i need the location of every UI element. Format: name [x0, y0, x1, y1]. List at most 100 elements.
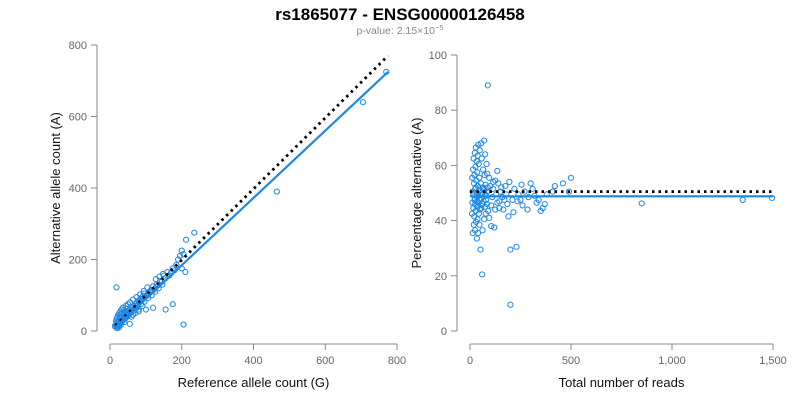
data-point: [169, 301, 176, 308]
data-point: [470, 221, 477, 228]
data-point: [159, 270, 167, 277]
y-axis-label: Alternative allele count (A): [48, 112, 63, 264]
data-point: [162, 306, 169, 313]
data-point: [490, 178, 497, 186]
data-point: [511, 185, 518, 192]
data-point: [482, 210, 489, 217]
data-point: [178, 247, 185, 254]
data-point: [509, 196, 516, 203]
data-point: [469, 174, 476, 181]
data-point: [478, 205, 485, 212]
p-value-exponent: −5: [435, 23, 444, 32]
data-point: [478, 155, 485, 162]
data-point: [273, 188, 280, 195]
data-point: [126, 320, 133, 327]
data-point: [502, 183, 509, 190]
data-point: [504, 200, 511, 208]
data-point: [176, 252, 184, 260]
data-point: [514, 198, 521, 205]
figure-subtitle: p-value: 2.15×10−5: [356, 23, 443, 38]
x-axis-label: Total number of reads: [559, 375, 685, 390]
data-point: [132, 310, 139, 317]
x-tick-label: 800: [388, 355, 406, 367]
x-tick-label: 0: [467, 355, 473, 367]
data-point: [486, 214, 493, 221]
data-point: [142, 306, 149, 313]
data-point: [513, 243, 520, 250]
data-point: [488, 202, 495, 209]
data-point: [496, 205, 503, 212]
percentage-alternative-scatter-chart: 0 20 40 60 80 100 0 500 1,000 1,500 Total number o…: [409, 50, 787, 390]
x-tick-label: 1,500: [759, 355, 787, 367]
data-point: [483, 160, 490, 168]
y-tick-label: 200: [69, 255, 87, 267]
y-tick-label: 0: [441, 326, 447, 338]
data-point: [541, 200, 548, 208]
data-point: [638, 200, 645, 207]
data-point: [182, 268, 189, 276]
data-point: [173, 261, 180, 268]
data-point: [551, 183, 558, 190]
x-tick-label: 400: [244, 355, 262, 367]
data-point: [521, 188, 528, 195]
data-point: [519, 202, 526, 209]
data-point: [180, 321, 187, 328]
data-point: [180, 251, 187, 258]
data-point: [481, 216, 488, 223]
data-point: [506, 178, 513, 186]
data-point: [500, 206, 507, 213]
data-point: [483, 200, 491, 208]
data-point: [498, 184, 505, 191]
data-point: [484, 82, 491, 89]
data-point: [469, 229, 476, 237]
data-point: [491, 224, 498, 231]
y-tick-label: 600: [69, 112, 87, 124]
x-tick-label: 1,000: [658, 355, 686, 367]
y-tick-label: 800: [69, 40, 87, 52]
y-tick-label: 0: [81, 326, 87, 338]
data-point: [191, 229, 198, 236]
data-point: [494, 167, 501, 175]
fit-line: [114, 71, 389, 329]
data-point: [468, 210, 476, 217]
expected-ratio-dotted-line: [114, 54, 390, 327]
x-axis-label: Reference allele count (G): [178, 375, 330, 390]
data-point: [739, 196, 746, 203]
figure-title: rs1865077 - ENSG00000126458: [275, 5, 525, 24]
data-point: [149, 304, 157, 311]
data-point: [182, 236, 190, 243]
data-point: [479, 227, 486, 234]
y-tick-label: 20: [435, 271, 447, 283]
data-point: [123, 305, 130, 312]
data-point: [113, 284, 120, 291]
data-point: [533, 199, 540, 206]
y-tick-label: 400: [69, 183, 87, 195]
data-point: [477, 246, 484, 253]
data-point: [537, 207, 544, 215]
data-point: [507, 246, 514, 253]
data-point: [140, 287, 147, 295]
y-tick-label: 100: [429, 50, 447, 62]
data-point: [482, 151, 489, 158]
data-point: [565, 188, 573, 195]
allele-count-scatter-chart: 0 200 400 600 800 0 200 400 600 800 Reference alle…: [48, 40, 406, 390]
data-point: [479, 271, 486, 278]
data-point: [469, 166, 477, 173]
data-point: [529, 185, 536, 192]
data-point: [567, 174, 575, 181]
data-point: [505, 213, 512, 220]
data-point: [471, 149, 478, 157]
y-tick-label: 80: [435, 105, 447, 117]
data-point: [492, 206, 499, 213]
data-point: [496, 198, 503, 205]
data-point: [144, 284, 151, 291]
data-point: [507, 301, 514, 308]
data-point: [559, 180, 567, 187]
data-point: [137, 291, 144, 298]
data-point: [476, 206, 483, 213]
x-tick-label: 200: [173, 355, 191, 367]
data-point: [359, 99, 367, 106]
y-axis-label: Percentage alternative (A): [409, 117, 424, 268]
x-tick-label: 0: [107, 355, 113, 367]
